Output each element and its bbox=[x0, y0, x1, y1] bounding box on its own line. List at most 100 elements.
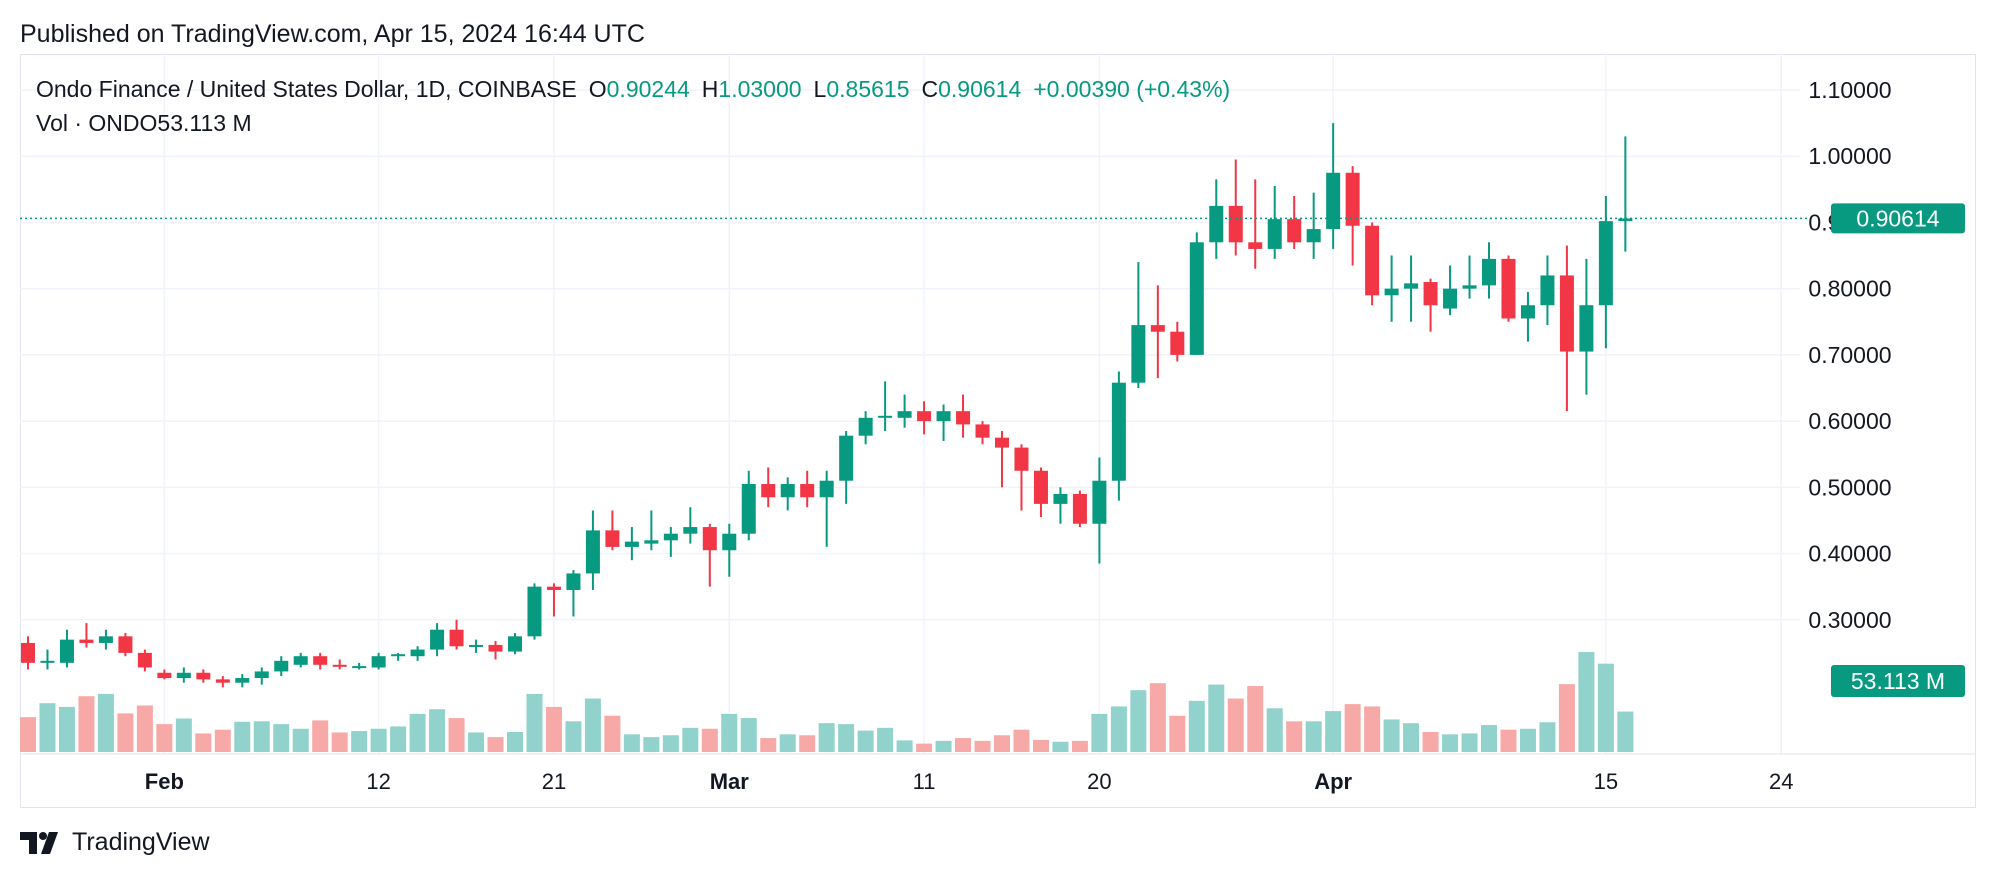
candle-body[interactable] bbox=[683, 527, 698, 534]
volume-bar bbox=[156, 724, 173, 752]
volume-bar bbox=[331, 732, 348, 752]
candle-body[interactable] bbox=[761, 484, 776, 498]
candle-body[interactable] bbox=[1228, 205, 1243, 243]
candle-body[interactable] bbox=[215, 679, 230, 683]
candle-body[interactable] bbox=[40, 660, 55, 663]
candle-body[interactable] bbox=[585, 530, 600, 574]
candle-body[interactable] bbox=[59, 639, 74, 663]
volume-bar bbox=[58, 706, 75, 752]
candle-body[interactable] bbox=[293, 656, 308, 665]
candle-body[interactable] bbox=[488, 644, 503, 652]
volume-bar bbox=[623, 734, 640, 752]
candle-body[interactable] bbox=[118, 636, 133, 653]
candle-body[interactable] bbox=[508, 636, 522, 652]
candle-body[interactable] bbox=[605, 530, 620, 547]
candle-body[interactable] bbox=[702, 527, 717, 551]
candle-body[interactable] bbox=[1462, 285, 1477, 289]
candle-body[interactable] bbox=[917, 411, 932, 422]
candle-body[interactable] bbox=[819, 480, 834, 498]
candle-body[interactable] bbox=[1579, 305, 1594, 352]
candle-body[interactable] bbox=[839, 435, 854, 481]
candle-body[interactable] bbox=[410, 649, 425, 657]
candle-body[interactable] bbox=[956, 411, 971, 425]
candle-body[interactable] bbox=[741, 484, 756, 534]
candle-body[interactable] bbox=[1365, 225, 1380, 296]
candle-body[interactable] bbox=[1345, 172, 1360, 226]
candle-body[interactable] bbox=[1404, 283, 1419, 289]
candle-body[interactable] bbox=[780, 484, 795, 498]
candle-body[interactable] bbox=[878, 415, 893, 418]
candle-body[interactable] bbox=[235, 678, 250, 683]
candle-body[interactable] bbox=[1170, 331, 1185, 355]
candle-body[interactable] bbox=[1443, 288, 1458, 309]
candle-body[interactable] bbox=[1618, 218, 1633, 222]
candle-body[interactable] bbox=[449, 629, 464, 647]
candle-body[interactable] bbox=[254, 671, 269, 679]
candle-body[interactable] bbox=[196, 672, 211, 680]
candle-body[interactable] bbox=[566, 573, 581, 590]
candle-body[interactable] bbox=[1209, 205, 1224, 243]
candle-body[interactable] bbox=[430, 629, 445, 650]
volume-bar bbox=[994, 735, 1010, 752]
x-tick-label: Mar bbox=[710, 769, 750, 794]
candle-body[interactable] bbox=[1267, 219, 1282, 249]
candle-body[interactable] bbox=[546, 586, 561, 590]
candle-body[interactable] bbox=[98, 636, 113, 643]
candle-body[interactable] bbox=[274, 660, 289, 672]
candle-body[interactable] bbox=[1072, 493, 1087, 524]
candle-body[interactable] bbox=[995, 437, 1009, 448]
candle-body[interactable] bbox=[1598, 221, 1613, 306]
candle-body[interactable] bbox=[1092, 480, 1107, 524]
candle-body[interactable] bbox=[1326, 172, 1341, 230]
candle-body[interactable] bbox=[897, 411, 912, 418]
volume-bar bbox=[584, 698, 601, 752]
candle-body[interactable] bbox=[1131, 325, 1146, 383]
candle-body[interactable] bbox=[1014, 447, 1029, 471]
candle-body[interactable] bbox=[313, 656, 328, 665]
candle-body[interactable] bbox=[21, 642, 35, 663]
candle-body[interactable] bbox=[1306, 229, 1321, 243]
candle-body[interactable] bbox=[624, 541, 639, 547]
candle-body[interactable] bbox=[1111, 382, 1126, 481]
volume-bar bbox=[760, 738, 777, 752]
candle-body[interactable] bbox=[176, 672, 191, 679]
candle-body[interactable] bbox=[79, 639, 94, 643]
candle-body[interactable] bbox=[137, 652, 152, 668]
candle-body[interactable] bbox=[663, 533, 678, 541]
volume-value: 53.113 M bbox=[157, 110, 252, 136]
volume-bar bbox=[1539, 722, 1556, 752]
candle-body[interactable] bbox=[371, 656, 386, 668]
candle-body[interactable] bbox=[722, 533, 737, 551]
candle-body[interactable] bbox=[1053, 493, 1068, 504]
candle-body[interactable] bbox=[1248, 242, 1263, 249]
candle-body[interactable] bbox=[1423, 282, 1438, 306]
candle-body[interactable] bbox=[1033, 470, 1048, 504]
candle-body[interactable] bbox=[1150, 325, 1165, 332]
last-volume-label: 53.113 M bbox=[1851, 668, 1945, 694]
candle-body[interactable] bbox=[975, 424, 990, 438]
candle-body[interactable] bbox=[800, 484, 815, 498]
y-tick-label: 0.40000 bbox=[1808, 541, 1891, 567]
candle-body[interactable] bbox=[1189, 242, 1204, 355]
candle-body[interactable] bbox=[332, 664, 347, 667]
candle-body[interactable] bbox=[1559, 275, 1574, 352]
candle-body[interactable] bbox=[1482, 258, 1496, 286]
candle-body[interactable] bbox=[858, 417, 873, 436]
candle-body[interactable] bbox=[527, 586, 542, 637]
volume-bar bbox=[526, 693, 543, 752]
candle-body[interactable] bbox=[1501, 258, 1516, 319]
volume-bar bbox=[955, 738, 972, 752]
candle-body[interactable] bbox=[1540, 275, 1555, 306]
candle-body[interactable] bbox=[157, 672, 172, 679]
candle-body[interactable] bbox=[1287, 219, 1302, 243]
candle-body[interactable] bbox=[469, 644, 484, 647]
candle-body[interactable] bbox=[352, 666, 367, 669]
candle-body[interactable] bbox=[1520, 305, 1535, 319]
candle-body[interactable] bbox=[644, 540, 659, 544]
price-chart[interactable]: 1.100001.000000.900000.800000.700000.600… bbox=[20, 54, 1976, 808]
volume-bar bbox=[429, 709, 446, 752]
volume-bar bbox=[195, 733, 212, 752]
candle-body[interactable] bbox=[391, 654, 406, 657]
candle-body[interactable] bbox=[1384, 288, 1399, 296]
candle-body[interactable] bbox=[936, 411, 951, 422]
